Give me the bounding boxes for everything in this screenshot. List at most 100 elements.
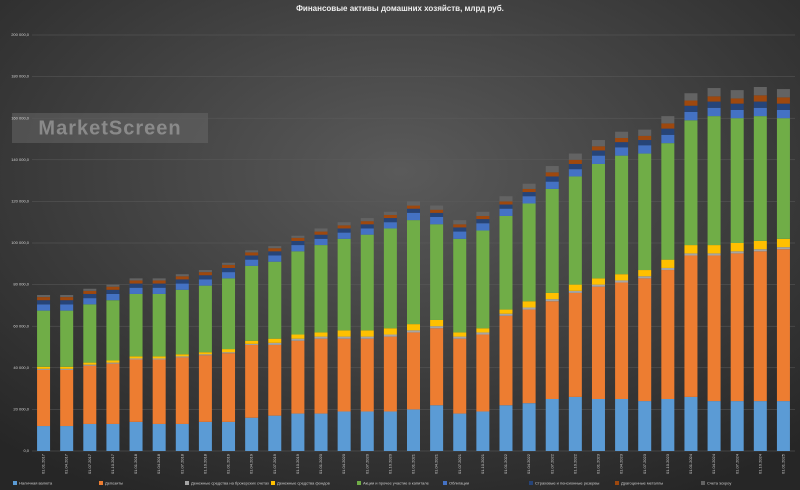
bar-segment <box>175 357 189 424</box>
bar-segment <box>753 251 767 402</box>
bar-segment <box>314 245 328 333</box>
x-tick-label: 01.10.2024 <box>757 453 762 474</box>
bar-segment <box>291 235 305 238</box>
bar-segment <box>453 332 467 337</box>
bar-segment <box>591 155 605 164</box>
x-tick-label: 01.04.2022 <box>526 453 531 474</box>
bar-segment <box>152 358 166 360</box>
bar-segment <box>661 267 675 271</box>
x-tick-label: 01.07.2020 <box>364 453 369 474</box>
bar-segment <box>591 163 605 279</box>
bar-segment <box>337 338 351 412</box>
y-tick-label: 200 000,0 <box>11 32 30 37</box>
bar-segment <box>152 287 166 294</box>
x-tick-label: 01.07.2019 <box>272 453 277 474</box>
bar-segment <box>684 111 698 121</box>
bar-segment <box>83 364 97 366</box>
legend-swatch <box>615 481 619 485</box>
bar-segment <box>314 336 328 339</box>
bar-segment <box>383 218 397 223</box>
bar-segment <box>684 253 698 256</box>
bar-segment <box>661 116 675 124</box>
bar-segment <box>707 116 721 246</box>
bar-segment <box>407 212 420 221</box>
bar-segment <box>175 356 189 358</box>
bar-segment <box>222 353 236 422</box>
bar-segment <box>730 243 744 252</box>
bar-segment <box>291 240 305 246</box>
bar-segment <box>360 221 374 225</box>
x-tick-label: 01.01.2024 <box>688 453 693 474</box>
x-tick-label: 01.07.2021 <box>457 453 462 474</box>
bar-segment <box>707 401 721 451</box>
bar-segment <box>730 109 744 119</box>
bar-segment <box>106 286 120 290</box>
legend-swatch <box>357 481 361 485</box>
bar-segment <box>476 332 490 335</box>
bar-segment <box>707 245 721 254</box>
legend-label: Страховые и пенсионные резервы <box>535 481 599 486</box>
bar-segment <box>129 280 143 284</box>
x-tick-label: 01.04.2023 <box>619 453 624 474</box>
bar-segment <box>360 228 374 235</box>
bar-segment <box>175 283 189 290</box>
bar-segment <box>337 336 351 339</box>
legend-label: Облигации <box>449 481 469 486</box>
bar-segment <box>291 338 305 341</box>
bar-segment <box>60 369 74 427</box>
bar-segment <box>407 220 420 325</box>
bar-segment <box>383 222 397 229</box>
legend-label: Счета эскроу <box>707 481 731 486</box>
bar-segment <box>198 285 212 353</box>
legend-swatch <box>529 481 533 485</box>
bar-segment <box>776 401 790 451</box>
bar-segment <box>245 343 259 345</box>
x-tick-label: 01.01.2017 <box>41 453 46 474</box>
x-tick-label: 01.10.2019 <box>295 453 300 474</box>
bar-segment <box>198 421 212 451</box>
bar-segment <box>615 399 629 451</box>
bar-segment <box>545 181 559 189</box>
bar-segment <box>522 309 536 404</box>
bar-segment <box>638 270 652 277</box>
bar-segment <box>383 336 397 412</box>
bar-segment <box>638 153 652 271</box>
bar-segment <box>707 101 721 108</box>
bar-segment <box>430 205 444 210</box>
bar-segment <box>499 215 513 310</box>
x-tick-label: 01.10.2022 <box>572 453 577 474</box>
bar-segment <box>337 232 351 239</box>
bar-segment <box>129 359 143 422</box>
bar-segment <box>499 313 513 316</box>
bar-segment <box>522 307 536 310</box>
bar-segment <box>499 201 513 205</box>
bar-segment <box>545 176 559 182</box>
bar-segment <box>129 278 143 281</box>
bar-segment <box>37 368 51 370</box>
bar-segment <box>360 224 374 229</box>
bar-segment <box>476 334 490 412</box>
bar-segment <box>453 224 467 228</box>
bar-segment <box>661 143 675 260</box>
bar-segment <box>476 219 490 224</box>
bar-segment <box>337 411 351 451</box>
bar-segment <box>37 304 51 311</box>
bar-segment <box>430 217 444 225</box>
bar-segment <box>638 276 652 279</box>
bar-segment <box>615 131 629 138</box>
bar-segment <box>60 295 74 298</box>
legend-label: Денежные средства фондов <box>277 481 330 486</box>
bar-segment <box>615 274 629 281</box>
bar-segment <box>568 396 582 451</box>
bar-segment <box>453 220 467 225</box>
bar-segment <box>83 304 97 363</box>
bar-segment <box>545 172 559 177</box>
bar-segment <box>684 120 698 246</box>
bar-segment <box>776 103 790 110</box>
bar-segment <box>37 310 51 367</box>
bar-segment <box>337 238 351 331</box>
bar-segment <box>568 159 582 164</box>
bar-segment <box>291 245 305 252</box>
bar-segment <box>545 399 559 451</box>
bar-segment <box>499 204 513 209</box>
